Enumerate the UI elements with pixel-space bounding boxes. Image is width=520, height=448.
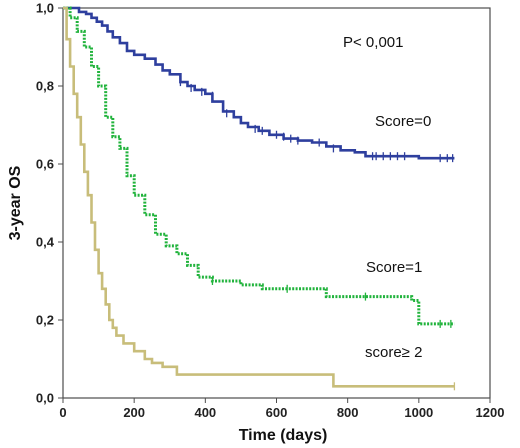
x-tick-label: 1000 bbox=[404, 405, 433, 420]
x-tick-label: 800 bbox=[337, 405, 359, 420]
x-tick-label: 0 bbox=[59, 405, 66, 420]
y-tick-label: 0,8 bbox=[36, 79, 54, 94]
score2-label: score≥ 2 bbox=[365, 344, 422, 361]
y-tick-label: 0,0 bbox=[36, 391, 54, 406]
y-tick-label: 0,2 bbox=[36, 313, 54, 328]
plot-frame bbox=[62, 7, 491, 399]
survival-curve-2 bbox=[63, 6, 455, 388]
axis-ticks: 0 200 400 600 800 1000 1200 0,0 0,2 0,4 0,6 0,8 1,0 bbox=[36, 1, 505, 421]
survival-curve-1 bbox=[63, 6, 455, 326]
plot-area bbox=[62, 7, 491, 399]
x-axis-title: Time (days) bbox=[239, 427, 328, 444]
x-tick-label: 1200 bbox=[476, 405, 505, 420]
x-tick-label: 400 bbox=[194, 405, 216, 420]
y-tick-label: 0,4 bbox=[36, 235, 55, 250]
survival-curve-0 bbox=[63, 6, 455, 160]
x-tick-label: 200 bbox=[123, 405, 145, 420]
y-axis-title: 3-year OS bbox=[7, 165, 24, 240]
x-tick-label: 600 bbox=[266, 405, 288, 420]
score0-label: Score=0 bbox=[375, 113, 431, 130]
score1-label: Score=1 bbox=[366, 259, 422, 276]
y-tick-label: 0,6 bbox=[36, 157, 54, 172]
p-value-label: P< 0,001 bbox=[343, 34, 403, 51]
y-tick-label: 1,0 bbox=[36, 1, 54, 16]
series-layer bbox=[63, 6, 456, 391]
